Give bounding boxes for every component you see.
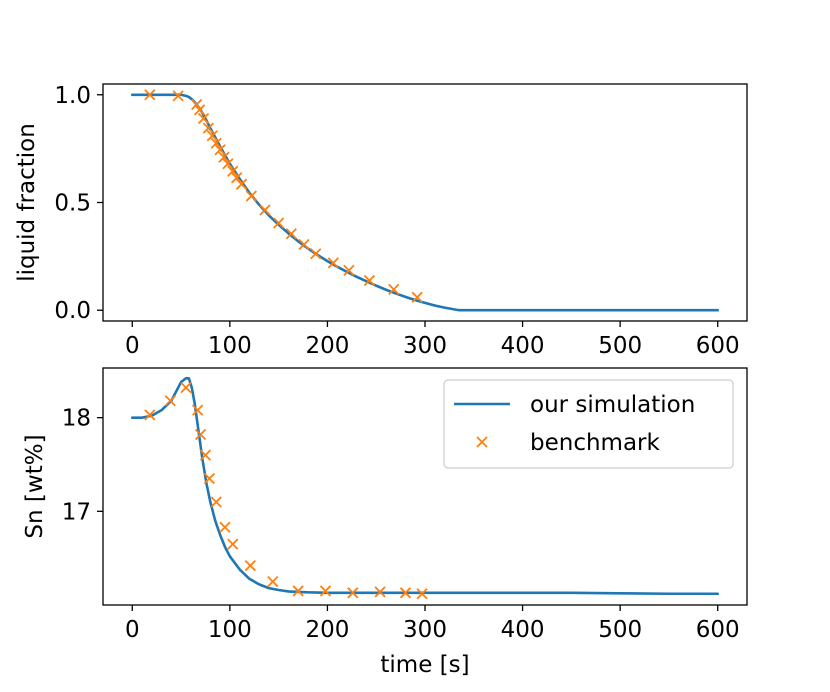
- benchmark-marker: [144, 89, 156, 101]
- x-tick-label: 100: [208, 333, 252, 359]
- legend-box: [443, 379, 734, 469]
- x-tick-label: 300: [403, 333, 447, 359]
- x-tick-label: 400: [501, 617, 545, 643]
- benchmark-marker: [272, 217, 285, 229]
- y-axis-label: liquid fraction: [14, 123, 40, 282]
- y-tick-label: 0.0: [54, 298, 91, 324]
- benchmark-marker: [285, 228, 297, 240]
- benchmark-marker: [347, 587, 359, 599]
- benchmark-marker: [202, 122, 215, 134]
- benchmark-marker: [193, 104, 206, 116]
- sn-concentration-plot: 0 100 200 300 400 500 600 17 18 Sn [wt%] time [s] o…: [22, 367, 748, 678]
- benchmark-marker: [144, 409, 156, 421]
- benchmark-marker: [164, 395, 176, 407]
- benchmark-marker: [399, 587, 412, 599]
- benchmark-marker: [319, 585, 332, 597]
- benchmark-marker: [292, 585, 304, 597]
- y-tick-label: 1.0: [54, 83, 91, 109]
- benchmark-marker: [192, 404, 204, 416]
- benchmark-marker: [343, 264, 355, 277]
- benchmark-marker: [298, 238, 310, 251]
- benchmark-marker: [227, 165, 239, 177]
- benchmark-marker: [374, 586, 386, 598]
- legend-marker-swatch: [476, 436, 488, 448]
- x-tick-label: 600: [696, 617, 740, 643]
- benchmark-marker: [244, 560, 256, 572]
- liquid-fraction-plot: 0 100 200 300 400 500 600 0.0 0.5 1.0 liquid fract…: [14, 83, 748, 359]
- x-tick-label: 400: [501, 333, 545, 359]
- x-tick-label: 200: [305, 333, 349, 359]
- benchmark-marker: [259, 204, 271, 216]
- benchmark-marker: [222, 158, 234, 170]
- benchmark-marker: [203, 472, 215, 485]
- axes-frame: [102, 83, 748, 322]
- simulation-line: [130, 93, 720, 312]
- simulation-line: [130, 376, 720, 596]
- benchmark-marker: [388, 283, 400, 295]
- legend-label: benchmark: [530, 430, 661, 456]
- benchmark-marker: [191, 98, 203, 111]
- x-tick-label: 500: [598, 333, 642, 359]
- benchmark-marker: [310, 248, 322, 260]
- y-tick-label: 17: [62, 499, 91, 525]
- y-tick-label: 18: [62, 406, 91, 432]
- benchmark-marker: [194, 428, 207, 441]
- x-tick-label: 0: [125, 333, 140, 359]
- benchmark-marker: [245, 190, 257, 202]
- benchmark-marker: [214, 144, 226, 156]
- benchmark-marker: [219, 521, 231, 533]
- benchmark-marker: [218, 151, 230, 163]
- y-tick-label: 0.5: [54, 191, 91, 217]
- benchmark-marker: [327, 257, 339, 269]
- benchmark-marker: [231, 172, 243, 184]
- x-tick-label: 200: [305, 617, 349, 643]
- x-axis-label: time [s]: [380, 652, 469, 678]
- benchmark-marker: [227, 538, 239, 550]
- benchmark-marker: [180, 382, 192, 394]
- benchmark-marker: [206, 130, 218, 142]
- benchmark-marker: [197, 112, 210, 125]
- legend: our simulation benchmark: [443, 379, 734, 469]
- y-axis-label: Sn [wt%]: [22, 434, 48, 538]
- benchmark-marker: [210, 496, 222, 508]
- benchmark-marker: [172, 90, 184, 102]
- x-tick-label: 100: [208, 617, 252, 643]
- benchmark-marker: [363, 274, 376, 287]
- legend-label: our simulation: [530, 392, 695, 418]
- benchmark-marker: [416, 588, 428, 600]
- benchmark-marker: [235, 178, 248, 190]
- x-tick-label: 0: [125, 617, 140, 643]
- x-tick-label: 600: [696, 333, 740, 359]
- benchmark-marker: [411, 291, 423, 303]
- benchmark-marker: [267, 575, 279, 588]
- x-tick-label: 500: [598, 617, 642, 643]
- benchmark-marker: [210, 137, 222, 149]
- benchmark-marker: [199, 449, 212, 461]
- x-tick-label: 300: [403, 617, 447, 643]
